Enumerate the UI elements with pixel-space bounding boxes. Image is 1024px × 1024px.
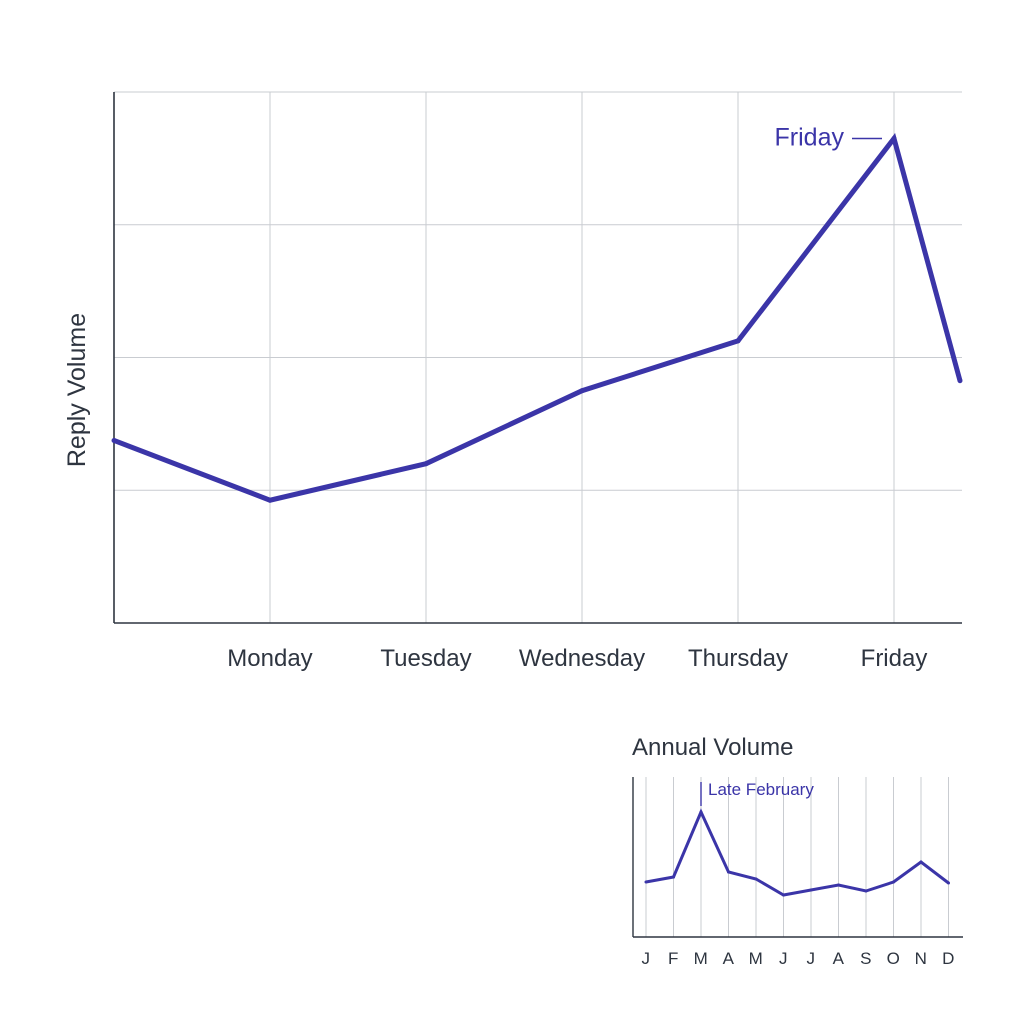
main-data-point-wednesday [579,388,585,394]
inset-gridlines [645,777,949,937]
inset-data-point-7 [837,883,840,887]
main-chart: Monday Tuesday Wednesday Thursday Friday Rep… [63,91,963,672]
inset-x-tick-11: D [942,949,955,968]
inset-x-tick-6: J [807,949,816,968]
inset-x-tick-4: M [749,949,764,968]
x-tick-tuesday: Tuesday [380,645,471,672]
friday-annotation: Friday [775,123,882,151]
inset-data-point-1 [672,875,675,879]
inset-x-tick-8: S [860,949,872,968]
inset-x-tick-3: A [723,949,735,968]
main-x-tick-labels: Monday Tuesday Wednesday Thursday Friday [227,645,927,672]
main-data-point-tuesday [423,461,429,467]
main-data-point-thursday [735,338,741,344]
inset-x-tick-2: M [694,949,709,968]
x-tick-thursday: Thursday [688,645,788,672]
inset-data-point-0 [644,880,648,884]
x-tick-friday: Friday [861,645,928,672]
x-tick-monday: Monday [227,645,312,672]
main-data-point-friday [891,135,897,141]
inset-data-point-9 [892,880,895,884]
inset-data-point-6 [809,888,813,892]
main-data-point-sunday [111,437,117,443]
friday-annotation-label: Friday [775,123,845,151]
y-axis-title: Reply Volume [63,313,91,467]
late-february-annotation: Late February [700,780,814,806]
x-tick-wednesday: Wednesday [519,645,645,672]
main-data-points [111,135,963,503]
inset-series-line [645,808,950,897]
late-february-annotation-label: Late February [708,780,814,799]
inset-data-point-10 [919,860,923,864]
main-gridlines [114,91,962,624]
main-data-point-monday [267,497,273,503]
inset-data-point-3 [727,870,730,874]
inset-data-points [644,810,950,897]
inset-x-tick-5: J [779,949,788,968]
inset-x-tick-0: J [642,949,651,968]
inset-data-point-4 [754,877,758,881]
inset-x-tick-1: F [668,949,679,968]
inset-x-tick-7: A [833,949,845,968]
inset-data-point-5 [782,893,785,897]
inset-chart-title: Annual Volume [632,734,793,761]
main-series-line [113,132,963,503]
main-data-point-saturday [957,378,963,384]
inset-x-tick-9: O [887,949,901,968]
inset-x-tick-10: N [915,949,928,968]
inset-data-point-8 [864,889,868,893]
inset-data-point-2 [699,810,703,814]
inset-data-point-11 [947,881,950,885]
